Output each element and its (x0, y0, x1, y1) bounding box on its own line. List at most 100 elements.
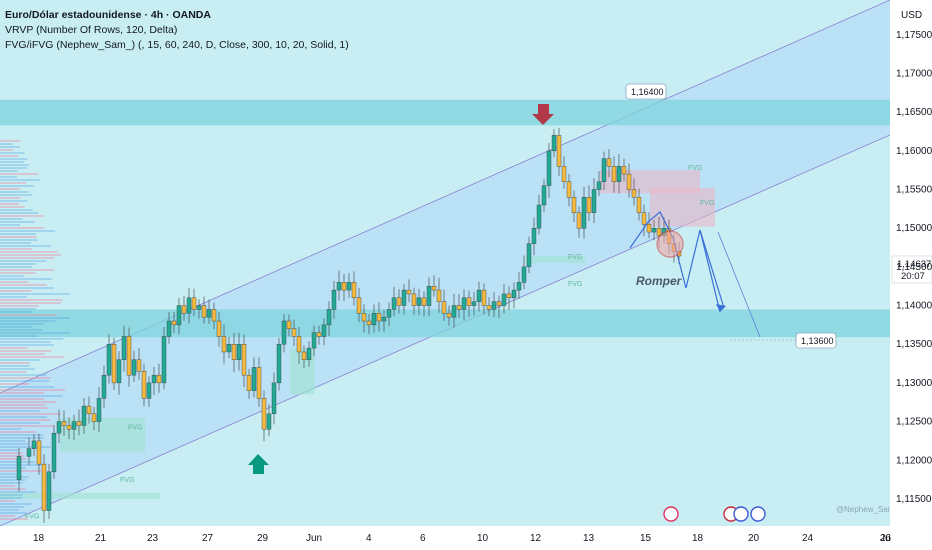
candle-body (456, 305, 462, 310)
candle-body (556, 135, 562, 167)
candle-body (256, 367, 262, 399)
volume-bar (0, 422, 40, 424)
candle-body (281, 320, 287, 345)
y-tick-label: 1,16500 (896, 107, 932, 118)
candle-body (401, 289, 407, 306)
volume-bar (0, 164, 30, 166)
volume-bar (0, 344, 54, 346)
candle-body (216, 320, 222, 337)
fvg-box (525, 256, 585, 263)
candle-body (336, 282, 342, 291)
volume-bar (0, 287, 54, 289)
volume-bar (0, 236, 37, 238)
candle-body (406, 289, 412, 295)
candle-body (481, 289, 487, 306)
candle-body (141, 371, 147, 399)
volume-bar (0, 278, 52, 280)
candle-body (106, 344, 112, 376)
candle-body (491, 301, 497, 310)
candle-body (271, 382, 277, 415)
flag-icon[interactable] (733, 506, 749, 522)
candle-body (386, 309, 392, 318)
candle-body (286, 320, 292, 329)
volume-bar (0, 185, 34, 187)
level-low-label: 1,13600 (795, 332, 837, 349)
volume-bar (0, 260, 47, 262)
volume-bar (0, 398, 45, 400)
volume-bar (0, 512, 27, 514)
y-tick-label: 1,14500 (896, 262, 932, 273)
x-tick-label: 26 (880, 533, 892, 544)
volume-bar (0, 491, 37, 493)
volume-bar (0, 467, 26, 469)
candle-body (126, 336, 132, 376)
candle-body (96, 398, 102, 422)
fvg-box (650, 187, 715, 227)
candle-body (221, 336, 227, 353)
volume-bar (0, 506, 24, 508)
volume-bar (0, 389, 65, 391)
candle-body (226, 344, 232, 353)
candle-body (101, 374, 107, 399)
y-tick-label: 1,13000 (896, 378, 932, 389)
volume-bar (0, 395, 63, 397)
candle-body (621, 166, 627, 175)
candle-body (46, 471, 52, 511)
fvg-label: FVG (25, 513, 39, 520)
fvg-label: FVG (120, 477, 134, 484)
volume-bar (0, 509, 19, 511)
price-axis[interactable]: USD 1,14637 20:07 1,17500 1,17000 1,16500 1… (890, 0, 932, 550)
lightning-icon[interactable] (663, 506, 679, 522)
candle-body (391, 297, 397, 310)
candle-body (366, 320, 372, 326)
x-tick-label: 27 (202, 533, 214, 544)
channel-fill (0, 0, 890, 526)
candle-body (71, 421, 77, 430)
volume-bar (0, 434, 44, 436)
volume-bar (0, 404, 46, 406)
horizontal-zones: FVG FVG FVG FVG FVG FVG FVG (0, 99, 890, 520)
candle-body (36, 440, 42, 465)
arrowhead (716, 304, 726, 312)
candle-body (146, 382, 152, 399)
x-tick-label: 18 (33, 533, 45, 544)
fvg-label: FVG (128, 424, 142, 431)
candle-body (51, 432, 57, 473)
fvg-label: FVG (568, 281, 582, 288)
volume-bar (0, 335, 38, 337)
candle-body (346, 282, 352, 291)
fvg-label: FVG (568, 254, 582, 261)
candle-body (381, 316, 387, 322)
volume-bar (0, 338, 64, 340)
candle-body (466, 297, 472, 306)
projection-path-tail (699, 229, 725, 309)
volume-bar (0, 161, 25, 163)
volume-bar (0, 431, 37, 433)
volume-bar (0, 458, 27, 460)
volume-bar (0, 272, 36, 274)
candle-body (311, 332, 317, 349)
volume-bar (0, 362, 30, 364)
volume-bar (0, 149, 13, 151)
flag-icon[interactable] (750, 506, 766, 522)
y-tick-label: 1,12000 (896, 455, 932, 466)
volume-bar (0, 401, 57, 403)
candle-body (276, 344, 282, 384)
volume-bar (0, 281, 29, 283)
level-high-label: 1,16400 (625, 83, 667, 100)
volume-bar (0, 179, 41, 181)
x-tick-label: 18 (692, 533, 704, 544)
x-tick-label: 4 (366, 533, 372, 544)
x-tick-label: 13 (583, 533, 595, 544)
candle-body (351, 282, 357, 299)
candle-body (651, 227, 657, 233)
candle-body (236, 344, 242, 360)
level-high-text: 1,16400 (631, 87, 664, 97)
volume-bar (0, 239, 38, 241)
candle-body (76, 421, 82, 426)
volume-bar (0, 242, 31, 244)
volume-bar (0, 449, 19, 451)
x-tick-label: 10 (477, 533, 489, 544)
